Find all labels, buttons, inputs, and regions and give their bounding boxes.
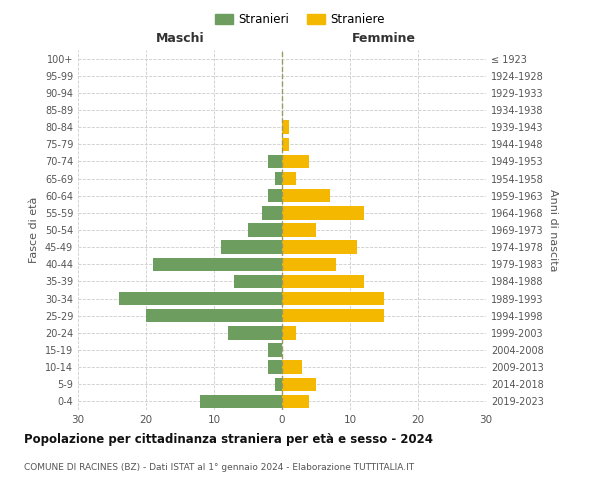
Bar bbox=[282, 326, 296, 340]
Bar bbox=[200, 394, 282, 408]
Bar bbox=[221, 240, 282, 254]
Text: Maschi: Maschi bbox=[155, 32, 205, 45]
Bar bbox=[282, 206, 364, 220]
Text: Femmine: Femmine bbox=[352, 32, 416, 45]
Bar bbox=[268, 154, 282, 168]
Bar bbox=[119, 292, 282, 306]
Bar bbox=[248, 224, 282, 236]
Bar bbox=[282, 360, 302, 374]
Bar bbox=[227, 326, 282, 340]
Bar bbox=[268, 344, 282, 356]
Bar bbox=[282, 378, 316, 391]
Bar bbox=[282, 172, 296, 186]
Bar bbox=[153, 258, 282, 271]
Bar bbox=[268, 189, 282, 202]
Bar bbox=[262, 206, 282, 220]
Y-axis label: Fasce di età: Fasce di età bbox=[29, 197, 39, 263]
Y-axis label: Anni di nascita: Anni di nascita bbox=[548, 188, 557, 271]
Bar bbox=[282, 258, 337, 271]
Bar bbox=[282, 292, 384, 306]
Bar bbox=[282, 309, 384, 322]
Bar bbox=[275, 378, 282, 391]
Bar bbox=[282, 240, 357, 254]
Bar bbox=[282, 274, 364, 288]
Bar bbox=[282, 138, 289, 151]
Bar bbox=[282, 189, 329, 202]
Bar bbox=[268, 360, 282, 374]
Bar bbox=[282, 120, 289, 134]
Bar bbox=[146, 309, 282, 322]
Legend: Stranieri, Straniere: Stranieri, Straniere bbox=[210, 8, 390, 31]
Bar bbox=[275, 172, 282, 186]
Text: COMUNE DI RACINES (BZ) - Dati ISTAT al 1° gennaio 2024 - Elaborazione TUTTITALIA: COMUNE DI RACINES (BZ) - Dati ISTAT al 1… bbox=[24, 462, 414, 471]
Text: Popolazione per cittadinanza straniera per età e sesso - 2024: Popolazione per cittadinanza straniera p… bbox=[24, 432, 433, 446]
Bar bbox=[235, 274, 282, 288]
Bar bbox=[282, 224, 316, 236]
Bar bbox=[282, 154, 309, 168]
Bar bbox=[282, 394, 309, 408]
